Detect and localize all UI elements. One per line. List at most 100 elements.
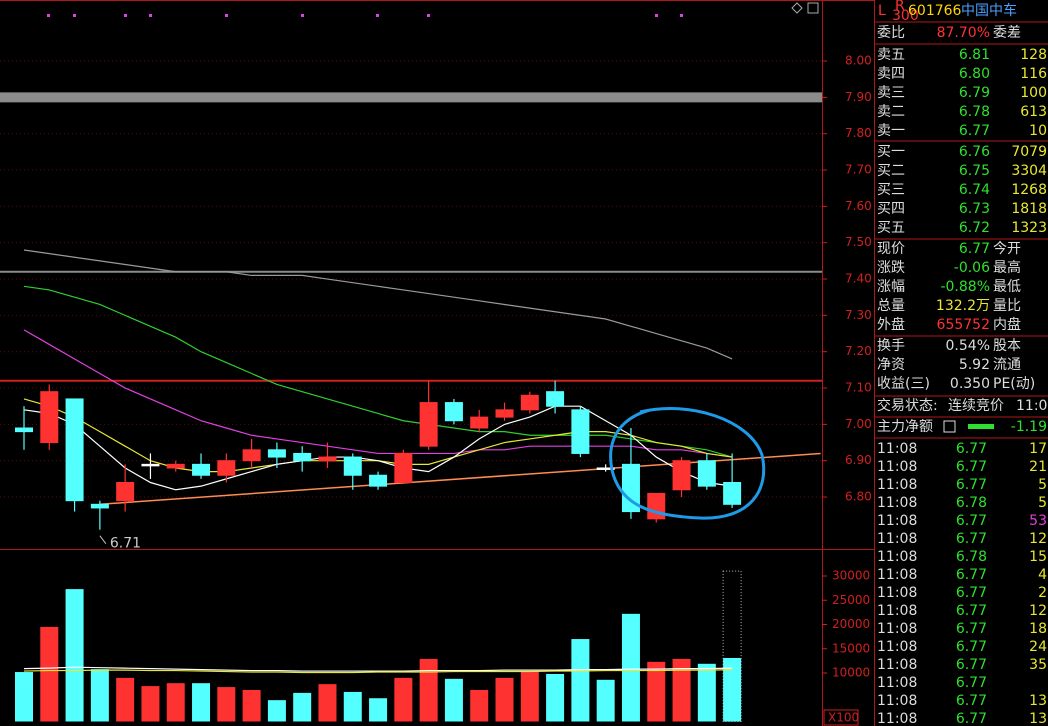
order-price: 6.77: [959, 123, 990, 139]
trade-time: 11:08: [877, 441, 917, 457]
order-price: 6.75: [959, 163, 990, 179]
trade-volume: 12: [1029, 603, 1047, 619]
volume-bar: [343, 691, 362, 722]
volume-bar: [444, 678, 463, 722]
stat-value: -0.06: [954, 260, 990, 276]
y-tick-label: 15000: [832, 641, 870, 655]
candle-body: [520, 394, 539, 411]
trade-time: 11:08: [877, 585, 917, 601]
y-tick-label: 30000: [832, 569, 870, 583]
stat-value: 0.54%: [946, 338, 990, 354]
candle-body: [40, 391, 59, 444]
stat-label: 最低: [993, 279, 1021, 295]
stat-label: 流通: [993, 357, 1021, 373]
candle-body: [293, 452, 312, 462]
order-label: 买二: [877, 163, 905, 179]
trade-volume: 15: [1029, 549, 1047, 565]
stat-label: 股本: [993, 338, 1021, 354]
marker-dot: [376, 14, 379, 17]
order-volume: 1268: [1011, 182, 1047, 198]
ratio-label: 委比: [877, 25, 905, 41]
trade-time: 11:08: [877, 477, 917, 493]
volume-bar: [647, 661, 666, 722]
trade-price: 6.77: [956, 675, 987, 691]
trade-volume: 12: [1029, 531, 1047, 547]
marker-dot: [427, 14, 430, 17]
candle-body: [546, 391, 565, 407]
order-label: 卖四: [877, 66, 905, 82]
trade-time: 11:08: [877, 603, 917, 619]
volume-bar: [571, 639, 590, 722]
volume-bar: [723, 657, 742, 722]
volume-bar: [495, 677, 514, 722]
candle-body: [495, 409, 514, 418]
trade-time: 11:08: [877, 513, 917, 529]
stock-code: 601766: [908, 3, 962, 19]
trade-price: 6.77: [956, 585, 987, 601]
icon[interactable]: [807, 2, 819, 14]
volume-bar: [90, 669, 109, 722]
stat-value: -0.88%: [940, 279, 990, 295]
flow-label: 主力净额: [877, 419, 933, 435]
volume-bar: [65, 589, 84, 722]
order-volume: 7079: [1011, 144, 1047, 160]
volume-bar: [242, 689, 261, 722]
order-label: 买三: [877, 182, 905, 198]
volume-bar: [520, 672, 539, 722]
order-price: 6.79: [959, 85, 990, 101]
y-tick-label: 7.10: [845, 381, 872, 395]
candle-body: [470, 416, 489, 429]
marker-dot: [680, 14, 683, 17]
order-label: 卖二: [877, 104, 905, 120]
trade-time: 11:08: [877, 621, 917, 637]
stat-value: 6.77: [959, 241, 990, 257]
candle-body: [192, 463, 211, 476]
y-tick-label: 7.80: [845, 126, 872, 140]
trade-time: 11:08: [877, 531, 917, 547]
y-tick-label: 25000: [832, 593, 870, 607]
price-pane: 8.00 7.90 7.80 7.70 7.60 7.50 7.40 7.30 7.20 7.10…: [0, 14, 872, 552]
flow-bar: [968, 424, 994, 429]
icon[interactable]: [791, 2, 803, 14]
volume-bar: [293, 692, 312, 722]
candle-body: [166, 463, 185, 469]
stat-label: 量比: [993, 298, 1021, 314]
stat-label: 换手: [877, 337, 905, 354]
candle-body: [267, 449, 286, 458]
trade-volume: 24: [1029, 639, 1047, 655]
trade-volume: 18: [1029, 621, 1047, 637]
order-volume: 10: [1029, 123, 1047, 139]
candle-body: [621, 463, 640, 513]
y-tick-label: 6.90: [845, 453, 872, 467]
volume-bar: [369, 698, 388, 722]
trade-time: 11:08: [877, 675, 917, 691]
marker-dot: [301, 14, 304, 17]
stock-name: 中国中车: [961, 2, 1017, 19]
candle-body: [419, 402, 438, 447]
stat-value: 655752: [937, 317, 990, 333]
candle-body: [318, 456, 337, 462]
volume-bar: [217, 687, 236, 722]
stat-label: 外盘: [877, 316, 905, 333]
y-tick-label: 7.40: [845, 272, 872, 286]
marker-dot: [47, 14, 50, 17]
trade-price: 6.78: [956, 549, 987, 565]
y-tick-label: 6.80: [845, 490, 872, 504]
order-volume: 3304: [1011, 163, 1047, 179]
trade-time: 11:08: [877, 693, 917, 709]
trade-volume: 17: [1029, 441, 1047, 457]
order-label: 买四: [877, 201, 905, 217]
candle-body: [571, 409, 590, 454]
candle-body: [697, 460, 716, 487]
stat-value: 132.2万: [936, 298, 990, 314]
board: R: [895, 0, 905, 14]
flow-icon[interactable]: [943, 420, 956, 433]
marker-dot: [225, 14, 228, 17]
order-price: 6.78: [959, 104, 990, 120]
stat-label: 涨跌: [877, 260, 905, 276]
volume-bar: [394, 677, 413, 722]
stat-label: PE(动): [993, 376, 1035, 392]
y-tick-label: 8.00: [845, 54, 872, 68]
stat-value: 0.350: [950, 376, 990, 392]
